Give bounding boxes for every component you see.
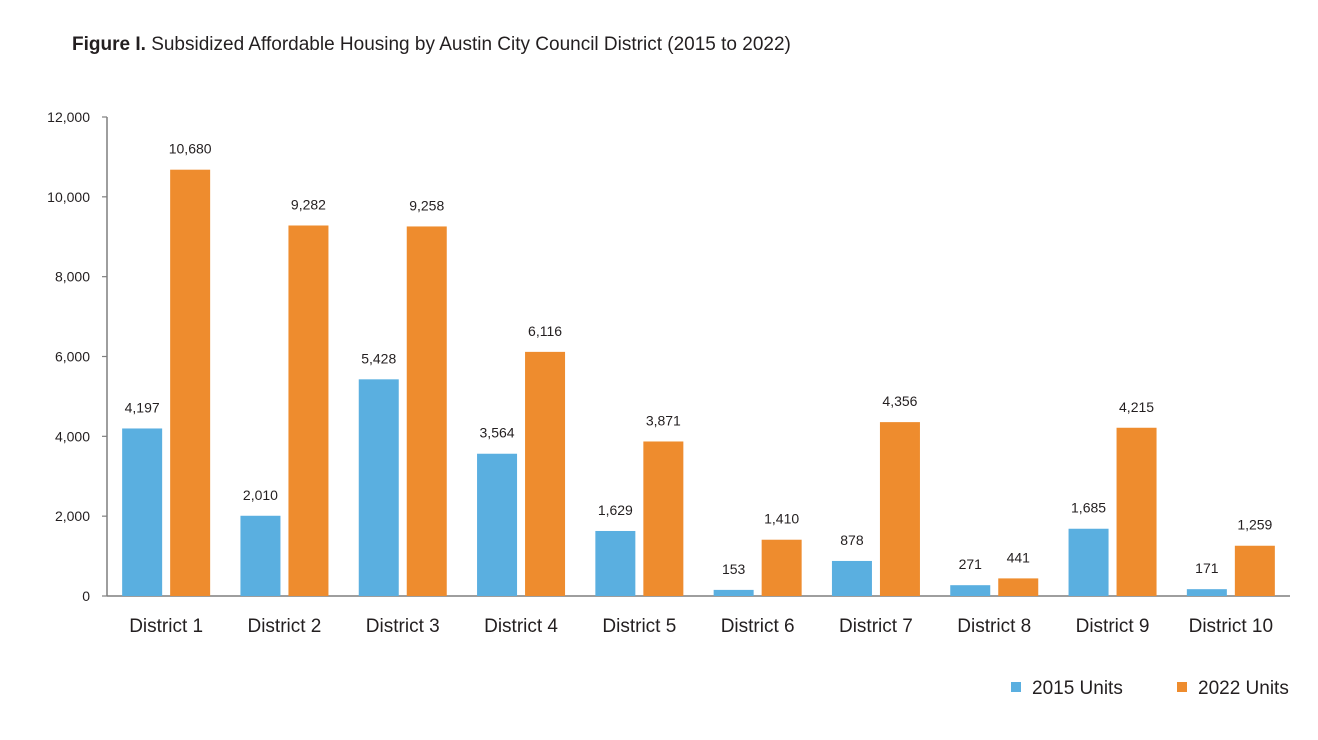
data-label: 1,259 xyxy=(1237,517,1272,533)
x-category-label: District 6 xyxy=(721,616,795,637)
bar-2022 xyxy=(288,225,329,596)
data-label: 9,258 xyxy=(409,197,444,213)
x-category-label: District 3 xyxy=(366,616,440,637)
bar-2022 xyxy=(1234,545,1275,596)
bar-2015 xyxy=(713,589,754,596)
x-category-label: District 2 xyxy=(247,616,321,637)
bar-2022 xyxy=(643,441,684,596)
data-label: 4,215 xyxy=(1119,399,1154,415)
x-category-label: District 9 xyxy=(1076,616,1150,637)
data-label: 5,428 xyxy=(361,350,396,366)
bar-2015 xyxy=(477,453,518,596)
data-label: 3,871 xyxy=(646,412,681,428)
data-label: 10,680 xyxy=(169,141,212,157)
legend-label: 2015 Units xyxy=(1032,678,1123,699)
data-label: 1,629 xyxy=(598,502,633,518)
chart-title: Figure I. Subsidized Affordable Housing … xyxy=(72,34,791,56)
bar-2015 xyxy=(950,585,991,596)
x-category-label: District 8 xyxy=(957,616,1031,637)
data-label: 6,116 xyxy=(528,323,562,339)
y-tick-label: 0 xyxy=(82,588,90,604)
bar-2022 xyxy=(406,226,447,596)
data-label: 878 xyxy=(840,532,864,548)
data-label: 4,356 xyxy=(882,393,917,409)
data-label: 271 xyxy=(959,556,983,572)
bar-2022 xyxy=(761,539,802,596)
data-label: 153 xyxy=(722,561,746,577)
bar-2022 xyxy=(998,578,1039,596)
y-tick-label: 6,000 xyxy=(55,349,90,365)
legend-swatch-2022 xyxy=(1177,682,1187,692)
bar-2015 xyxy=(358,379,399,596)
data-label: 171 xyxy=(1195,560,1219,576)
bar-2015 xyxy=(240,515,281,596)
bar-2015 xyxy=(1068,528,1109,596)
bar-2015 xyxy=(1186,589,1227,596)
y-tick-label: 8,000 xyxy=(55,269,90,285)
bar-2022 xyxy=(525,351,566,596)
title-text: Subsidized Affordable Housing by Austin … xyxy=(151,34,791,55)
x-category-label: District 7 xyxy=(839,616,913,637)
x-category-label: District 4 xyxy=(484,616,558,637)
bar-2022 xyxy=(1116,427,1157,596)
x-category-label: District 10 xyxy=(1189,616,1273,637)
x-category-label: District 1 xyxy=(129,616,203,637)
data-label: 441 xyxy=(1007,549,1031,565)
bar-2015 xyxy=(122,428,163,596)
y-tick-label: 4,000 xyxy=(55,428,90,444)
bar-2015 xyxy=(595,530,636,596)
title-prefix: Figure I. xyxy=(72,34,146,55)
legend-swatch-2015 xyxy=(1011,682,1021,692)
legend-label: 2022 Units xyxy=(1198,678,1289,699)
data-label: 1,410 xyxy=(764,511,799,527)
data-label: 3,564 xyxy=(480,425,515,441)
bar-2022 xyxy=(879,422,920,596)
y-tick-label: 10,000 xyxy=(47,189,90,205)
bar-2022 xyxy=(170,169,211,596)
bar-2015 xyxy=(831,560,872,596)
data-label: 2,010 xyxy=(243,487,278,503)
x-category-label: District 5 xyxy=(602,616,676,637)
y-tick-label: 2,000 xyxy=(55,508,90,524)
data-label: 9,282 xyxy=(291,196,326,212)
y-tick-label: 12,000 xyxy=(47,109,90,125)
data-label: 4,197 xyxy=(125,399,160,415)
data-label: 1,685 xyxy=(1071,500,1106,516)
